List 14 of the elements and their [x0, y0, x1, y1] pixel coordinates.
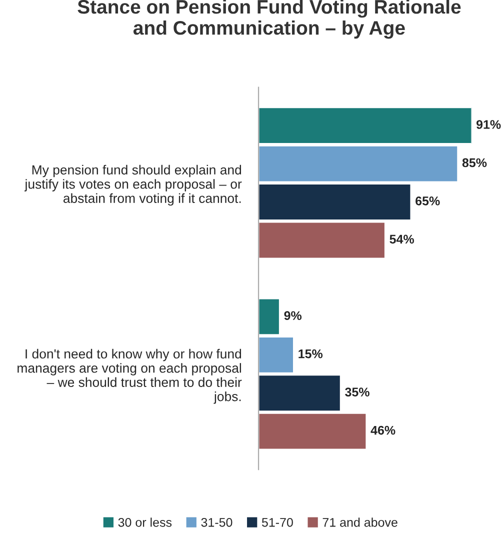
legend-label: 71 and above [322, 518, 398, 527]
data-label: 65% [416, 196, 440, 206]
legend-label: 31-50 [201, 518, 232, 527]
data-label: 85% [462, 158, 487, 168]
data-label: 9% [284, 311, 302, 320]
legend-label: 30 or less [118, 518, 172, 527]
data-label: 91% [476, 120, 501, 129]
y-tick-label: I don't need to know why or how fund managers are voting on each proposal – we should trust them to do their jobs. [18, 348, 242, 404]
data-label: 46% [370, 426, 396, 435]
data-label: 54% [390, 234, 414, 244]
legend-label: 51-70 [262, 518, 293, 527]
data-label: 35% [345, 388, 370, 396]
y-tick-label: My pension fund should explain and justify its votes on each proposal – or abstain from voting if it cannot. [24, 164, 242, 206]
data-label: 15% [298, 349, 323, 358]
